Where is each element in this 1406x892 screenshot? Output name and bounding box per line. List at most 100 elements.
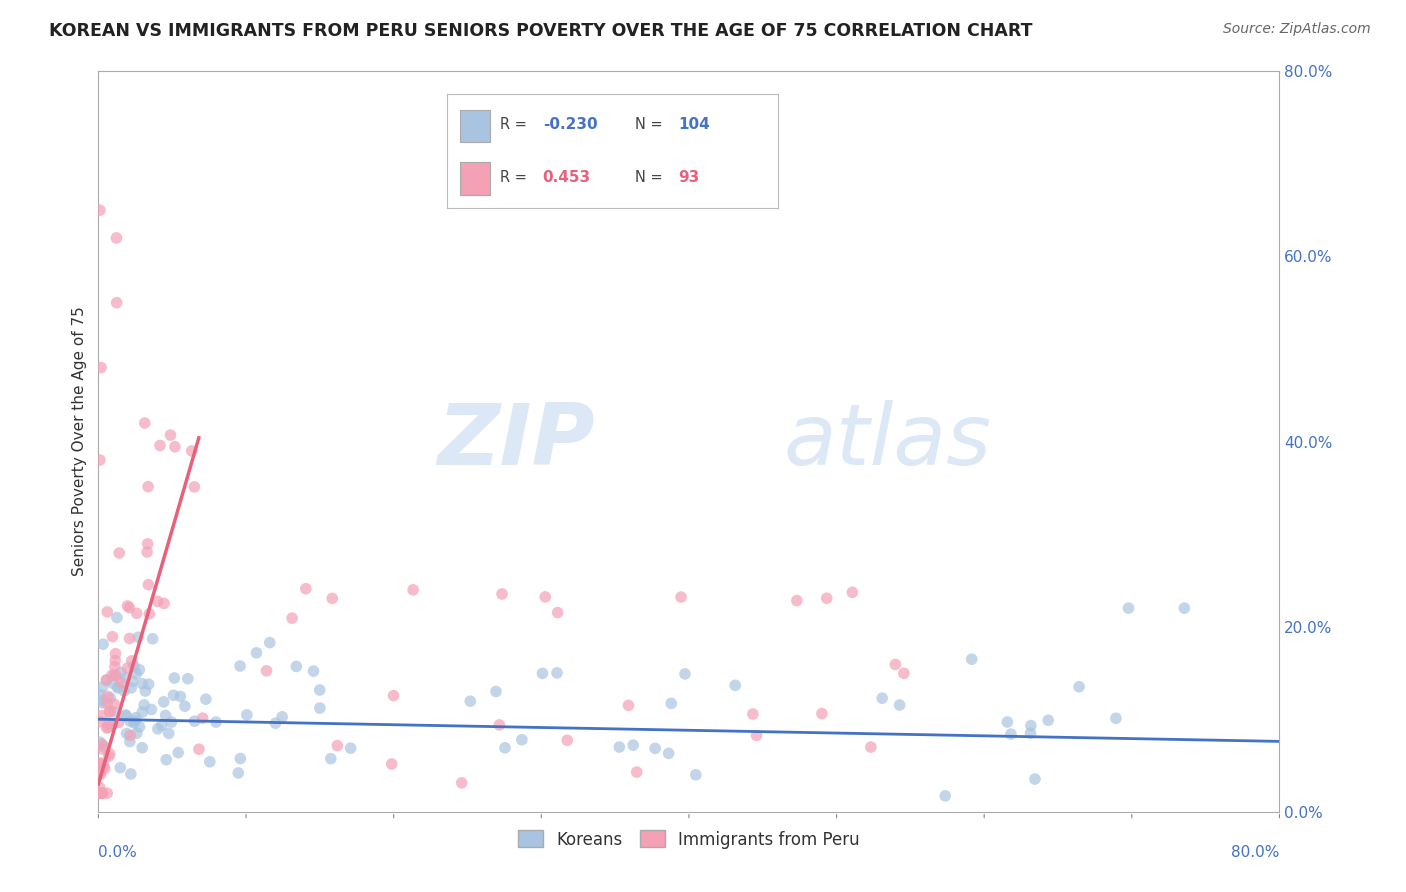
Point (122, 659, 145, 673)
Point (91, 742, 114, 756)
Text: atlas: atlas (783, 400, 991, 483)
Point (150, 718, 173, 732)
Point (101, 718, 124, 732)
Point (124, 714, 146, 728)
Point (98, 690, 121, 705)
Point (105, 231, 128, 245)
Point (89, 453, 111, 467)
Point (146, 594, 169, 608)
Text: 0.0%: 0.0% (98, 845, 138, 860)
Point (128, 720, 150, 734)
Point (138, 607, 160, 621)
Point (1105, 711, 1128, 725)
Point (105, 610, 128, 624)
Point (134, 684, 156, 698)
Point (114, 671, 136, 685)
Point (236, 707, 259, 722)
Point (841, 585, 863, 599)
Point (1173, 601, 1195, 615)
Point (89, 756, 111, 770)
Point (934, 789, 956, 803)
Point (90, 786, 112, 800)
Point (1024, 772, 1046, 786)
Point (155, 753, 177, 767)
Point (884, 657, 907, 672)
Point (104, 668, 127, 682)
Point (264, 716, 287, 731)
Point (271, 710, 294, 724)
Point (96, 673, 118, 687)
Point (98, 747, 121, 761)
Point (89, 735, 111, 749)
Point (142, 632, 165, 646)
Point (91, 786, 114, 800)
Point (458, 694, 481, 708)
Point (450, 776, 472, 790)
Point (659, 697, 682, 711)
Point (1019, 726, 1042, 740)
Point (488, 718, 510, 732)
Point (485, 684, 508, 698)
Point (107, 715, 129, 730)
Point (90, 767, 112, 781)
Point (97, 749, 120, 764)
Point (658, 747, 681, 761)
Point (107, 680, 129, 694)
Point (339, 741, 361, 756)
Point (103, 668, 125, 682)
Point (141, 702, 163, 716)
Point (131, 676, 153, 690)
Point (91, 737, 114, 751)
Point (103, 705, 125, 719)
Point (162, 688, 184, 702)
Point (120, 681, 142, 695)
Point (118, 734, 141, 748)
Point (91, 637, 114, 651)
Point (155, 708, 177, 723)
Point (163, 671, 186, 685)
Point (510, 732, 533, 747)
Point (89, 714, 111, 729)
Point (621, 738, 644, 752)
Point (205, 714, 228, 729)
Point (107, 681, 129, 695)
Point (110, 676, 132, 690)
Point (815, 591, 838, 606)
Point (531, 666, 554, 681)
Point (724, 678, 747, 692)
Point (229, 659, 252, 673)
Point (90, 786, 112, 800)
Point (117, 599, 139, 613)
Point (245, 646, 267, 660)
Point (93, 758, 115, 772)
Point (1000, 727, 1022, 741)
Point (194, 692, 217, 706)
Point (381, 756, 404, 771)
Point (101, 668, 124, 682)
Point (118, 632, 141, 646)
Point (226, 765, 249, 780)
Point (91, 786, 114, 800)
Point (89, 786, 111, 800)
Point (308, 683, 330, 698)
Point (870, 691, 893, 706)
Text: ZIP: ZIP (437, 400, 595, 483)
Point (183, 714, 205, 728)
Point (281, 611, 304, 625)
Point (138, 677, 160, 691)
Point (97, 720, 120, 734)
Point (110, 761, 132, 775)
Point (673, 667, 696, 681)
Text: KOREAN VS IMMIGRANTS FROM PERU SENIORS POVERTY OVER THE AGE OF 75 CORRELATION CH: KOREAN VS IMMIGRANTS FROM PERU SENIORS P… (49, 22, 1033, 40)
Point (136, 545, 159, 559)
Point (555, 733, 578, 747)
Point (132, 698, 155, 712)
Point (644, 741, 666, 756)
Point (91, 696, 114, 710)
Point (127, 630, 149, 644)
Point (609, 740, 631, 755)
Point (1118, 601, 1140, 615)
Point (685, 768, 707, 782)
Point (96, 690, 118, 704)
Point (786, 593, 808, 607)
